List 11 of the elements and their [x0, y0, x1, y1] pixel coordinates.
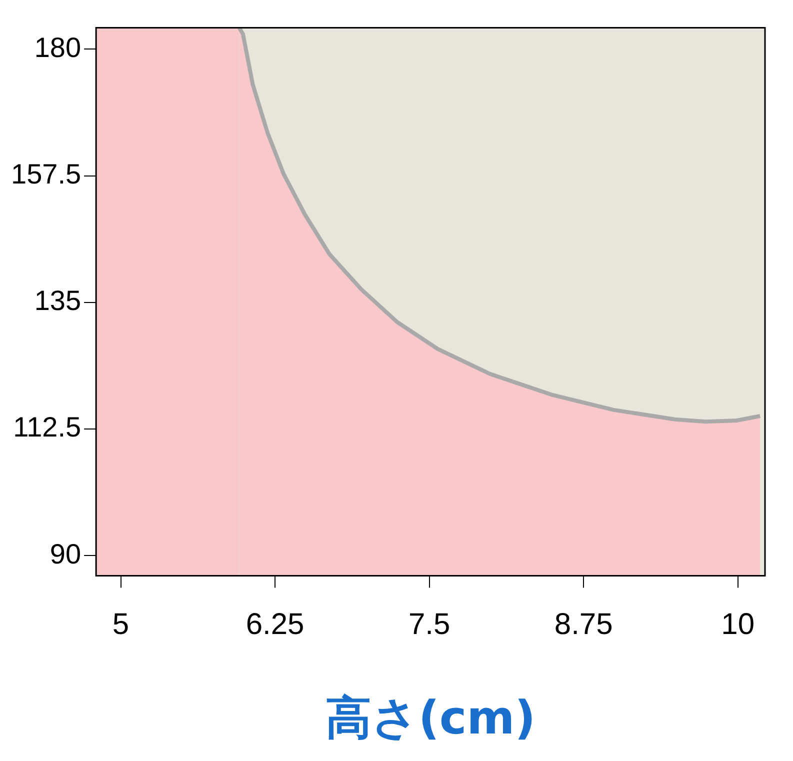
- x-axis-title: 高さ(cm): [325, 690, 536, 744]
- x-tick-label: 8.75: [554, 608, 613, 642]
- y-tick-label: 180: [34, 32, 82, 63]
- x-tick-label: 10: [721, 608, 755, 642]
- y-tick-label: 112.5: [13, 412, 82, 443]
- x-tick-label: 5: [112, 608, 130, 642]
- y-tick-label: 135: [34, 285, 82, 316]
- y-tick-label: 90: [50, 538, 82, 570]
- x-tick-label: 6.25: [246, 608, 304, 642]
- x-tick-label: 7.5: [408, 608, 450, 642]
- y-tick-label: 157.5: [10, 158, 82, 190]
